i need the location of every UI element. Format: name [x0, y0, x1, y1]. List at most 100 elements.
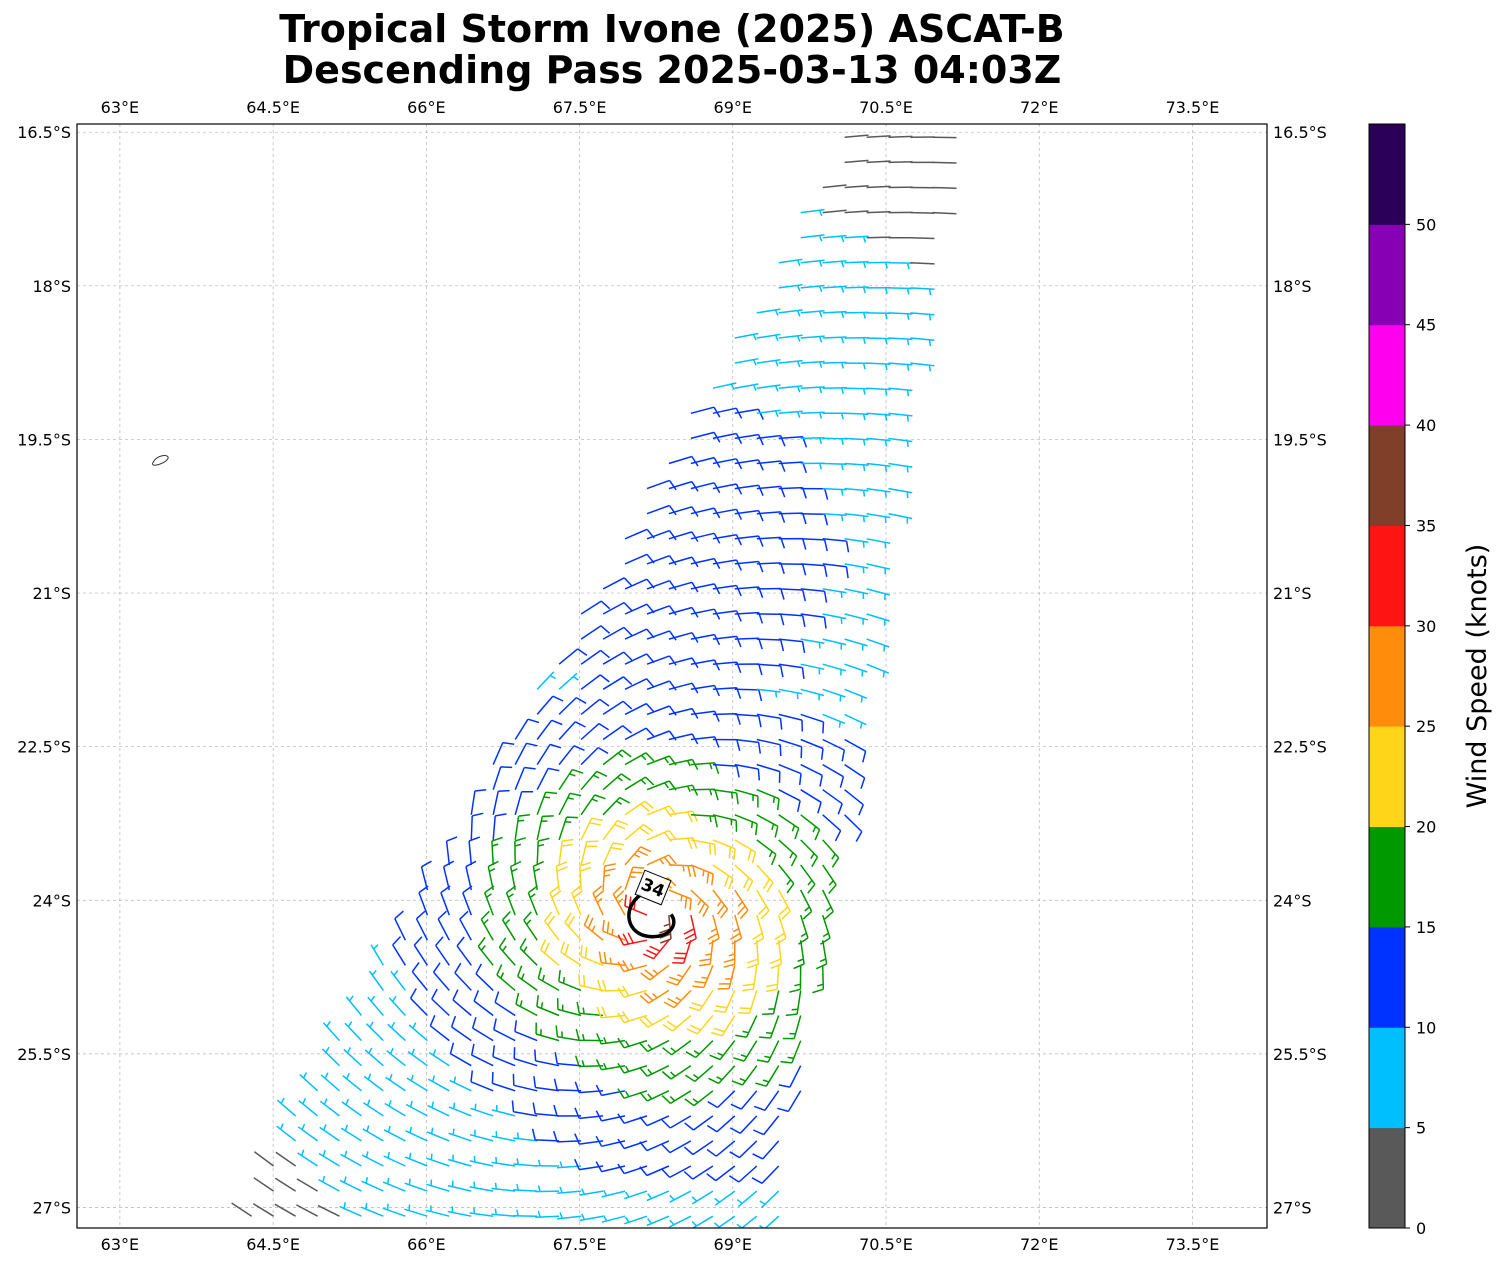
- wind-barb: [639, 1165, 670, 1177]
- wind-barb: [450, 1015, 472, 1042]
- wind-barb: [580, 944, 604, 966]
- wind-barb: [662, 1039, 692, 1056]
- wind-barb: [734, 637, 763, 650]
- lon-tick-label-top: 70.5°E: [859, 98, 913, 117]
- wind-barb: [576, 1001, 604, 1017]
- wind-barb: [579, 1188, 604, 1196]
- wind-barb: [536, 719, 563, 740]
- colorbar-segment: [1369, 826, 1405, 928]
- wind-barb: [866, 312, 891, 320]
- wind-barb: [552, 1130, 582, 1143]
- wind-barb: [514, 766, 536, 790]
- wind-barb: [231, 1202, 253, 1217]
- wind-barb: [646, 554, 677, 566]
- wind-barb: [800, 763, 823, 787]
- wind-barb: [470, 788, 487, 815]
- wind-barb: [646, 680, 677, 691]
- wind-barb: [844, 538, 869, 548]
- wind-barb: [345, 995, 363, 1016]
- wind-barb: [617, 1037, 648, 1049]
- wind-barb: [666, 964, 692, 986]
- wind-barb: [553, 1104, 582, 1117]
- wind-barb: [800, 512, 829, 526]
- lat-tick-label-left: 16.5°S: [17, 123, 71, 142]
- wind-barb: [536, 767, 560, 791]
- wind-barb: [596, 1006, 626, 1019]
- wind-barb: [469, 1207, 494, 1217]
- wind-barb: [712, 584, 742, 597]
- wind-barb: [368, 969, 385, 991]
- wind-barb: [866, 412, 891, 421]
- wind-barb: [602, 601, 633, 615]
- wind-barb: [580, 770, 608, 791]
- wind-barb: [793, 940, 805, 970]
- wind-barb: [777, 1090, 802, 1113]
- wind-barb: [297, 1123, 319, 1142]
- wind-barb: [491, 1182, 516, 1192]
- lat-tick-label-left: 22.5°S: [17, 738, 71, 757]
- wind-barb: [910, 236, 935, 240]
- colorbar-title: Wind Speed (knots): [1462, 544, 1493, 809]
- map-frame: [76, 123, 1268, 1229]
- wind-barb: [513, 1047, 538, 1067]
- wind-barb: [442, 860, 455, 891]
- wind-barb: [583, 914, 604, 941]
- wind-barb: [511, 1100, 538, 1117]
- wind-barb: [429, 1015, 450, 1042]
- wind-barb: [910, 312, 935, 321]
- wind-barb: [756, 713, 783, 730]
- wind-barb: [822, 889, 834, 920]
- wind-barb: [888, 312, 913, 320]
- wind-barb: [537, 967, 560, 992]
- wind-barb: [888, 262, 913, 270]
- colorbar-tick-label: 5: [1416, 1119, 1426, 1138]
- wind-barb: [778, 839, 798, 867]
- wind-barb: [822, 864, 837, 894]
- wind-barb: [426, 1127, 450, 1142]
- wind-barb: [800, 360, 825, 368]
- wind-barb: [822, 563, 849, 579]
- wind-barb: [361, 1151, 384, 1167]
- wind-barb: [800, 588, 828, 603]
- wind-barb: [844, 763, 866, 789]
- wind-barb: [580, 600, 611, 615]
- wind-barb: [477, 936, 494, 966]
- wind-barb: [778, 789, 801, 813]
- wind-barb: [468, 836, 481, 865]
- wind-barb: [558, 970, 582, 992]
- wind-barb: [639, 1115, 670, 1127]
- wind-barb: [447, 1180, 472, 1192]
- lon-tick-label-bottom: 72°E: [1020, 1235, 1058, 1254]
- wind-barb: [646, 705, 677, 716]
- wind-barb: [822, 663, 847, 676]
- lat-tick-label-right: 25.5°S: [1273, 1045, 1327, 1064]
- wind-barb: [910, 337, 935, 347]
- wind-barb: [536, 791, 558, 816]
- wind-barb: [669, 1215, 692, 1228]
- wind-barb: [822, 437, 847, 445]
- wind-barb: [319, 1124, 340, 1142]
- wind-barb: [844, 134, 869, 139]
- wind-barb: [712, 610, 742, 622]
- wind-barb: [774, 914, 787, 945]
- wind-barb: [557, 1212, 582, 1220]
- wind-barb: [778, 814, 800, 840]
- wind-barb: [690, 736, 720, 748]
- wind-barb: [723, 940, 736, 968]
- wind-barb: [469, 1155, 494, 1167]
- wind-barb: [555, 1025, 582, 1042]
- wind-barb: [844, 789, 864, 816]
- wind-barb: [822, 310, 847, 319]
- wind-barb: [471, 1016, 494, 1042]
- wind-barb: [411, 962, 428, 991]
- wind-barb: [844, 437, 869, 446]
- wind-barb: [624, 776, 655, 791]
- wind-barb: [866, 387, 891, 396]
- wind-barb: [706, 1115, 736, 1133]
- wind-barb: [387, 1021, 406, 1042]
- wind-barb: [684, 1065, 714, 1083]
- wind-barb: [370, 944, 385, 966]
- wind-barb: [492, 789, 510, 815]
- wind-barb: [756, 814, 779, 838]
- lat-tick-label-left: 21°S: [32, 584, 71, 603]
